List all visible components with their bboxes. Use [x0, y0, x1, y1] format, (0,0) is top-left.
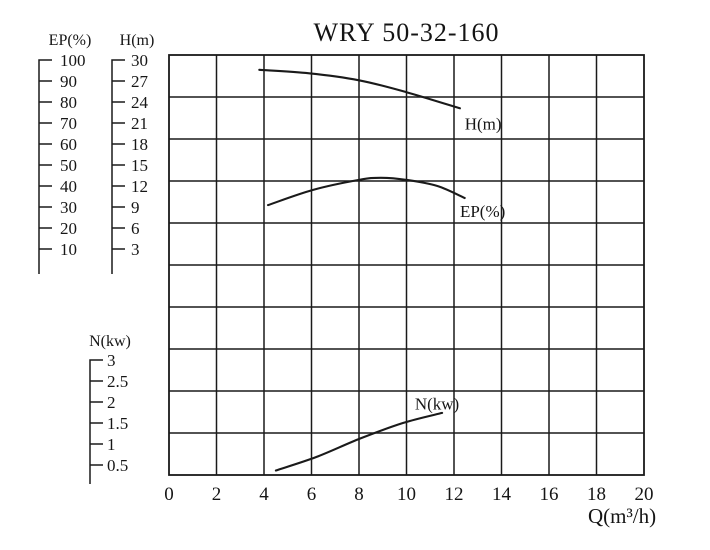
ruler-ep-tick-label: 20 — [60, 219, 77, 238]
ruler-h-tick-label: 3 — [131, 240, 140, 259]
curve-h — [258, 68, 461, 110]
x-axis: 0 2 4 6 8 10 12 14 16 18 20Q(m³/h) — [164, 484, 656, 528]
x-tick-label: 16 — [540, 484, 559, 505]
curve-label-n: N(kw) — [415, 395, 459, 414]
ruler-h-tick-label: 27 — [131, 72, 149, 91]
ruler-ep-tick-label: 40 — [60, 177, 77, 196]
series-h: H(m) — [258, 68, 502, 133]
x-tick-label: 6 — [307, 484, 317, 505]
ruler-ep: 100 90 80 70 60 50 40 30 20 10 EP(%) — [38, 32, 92, 274]
x-tick-label: 14 — [492, 484, 512, 505]
ruler-h-tick-label: 18 — [131, 135, 148, 154]
ruler-h-tick-label: 24 — [131, 93, 149, 112]
ruler-ep-tick-label: 70 — [60, 114, 77, 133]
ruler-n: 3 2.5 2 1.5 1 0.5 N(kw) — [89, 333, 131, 484]
ruler-n-tick-label: 2.5 — [107, 372, 128, 391]
ruler-h-axis-label: H(m) — [120, 32, 155, 49]
x-tick-label: 18 — [587, 484, 606, 505]
plot-border — [168, 54, 645, 476]
x-axis-label: Q(m³/h) — [588, 504, 656, 528]
x-tick-label: 4 — [259, 484, 269, 505]
ruler-ep-tick-label: 90 — [60, 72, 77, 91]
curve-n — [274, 411, 444, 472]
ruler-h-tick-label: 12 — [131, 177, 148, 196]
ruler-ep-line — [38, 59, 52, 274]
x-tick-label: 10 — [397, 484, 416, 505]
ruler-h-tick-label: 30 — [131, 51, 148, 70]
ruler-h-tick-label: 6 — [131, 219, 140, 238]
ruler-n-tick-label: 3 — [107, 351, 116, 370]
ruler-n-tick-label: 1 — [107, 435, 116, 454]
x-tick-label: 12 — [445, 484, 464, 505]
curve-label-h: H(m) — [465, 114, 502, 133]
ruler-ep-tick-label: 100 — [60, 51, 86, 70]
ruler-h-tick-label: 9 — [131, 198, 140, 217]
ruler-n-line — [89, 359, 103, 484]
ruler-h-tick-label: 15 — [131, 156, 148, 175]
ruler-ep-tick-label: 60 — [60, 135, 77, 154]
ruler-h-line — [111, 59, 125, 274]
ruler-h: 30 27 24 21 18 15 12 9 6 3 H(m) — [111, 32, 155, 274]
ruler-n-tick-label: 2 — [107, 393, 116, 412]
series-ep: EP(%) — [266, 176, 505, 221]
series-n: N(kw) — [274, 395, 459, 472]
ruler-ep-tick-label: 30 — [60, 198, 77, 217]
grid-lines — [169, 55, 644, 475]
x-tick-label: 2 — [212, 484, 222, 505]
ruler-n-axis-label: N(kw) — [89, 333, 131, 350]
ruler-h-tick-label: 21 — [131, 114, 148, 133]
ruler-n-tick-label: 0.5 — [107, 456, 128, 475]
x-tick-label: 8 — [354, 484, 364, 505]
ruler-ep-tick-label: 10 — [60, 240, 77, 259]
ruler-ep-axis-label: EP(%) — [49, 32, 92, 49]
x-tick-label: 0 — [164, 484, 174, 505]
x-tick-label: 20 — [635, 484, 654, 505]
ruler-ep-tick-label: 50 — [60, 156, 77, 175]
chart-title: WRY 50-32-160 — [313, 18, 500, 47]
curve-label-ep: EP(%) — [460, 202, 505, 221]
ruler-n-tick-label: 1.5 — [107, 414, 128, 433]
ruler-ep-tick-label: 80 — [60, 93, 77, 112]
curve-ep — [266, 176, 466, 207]
